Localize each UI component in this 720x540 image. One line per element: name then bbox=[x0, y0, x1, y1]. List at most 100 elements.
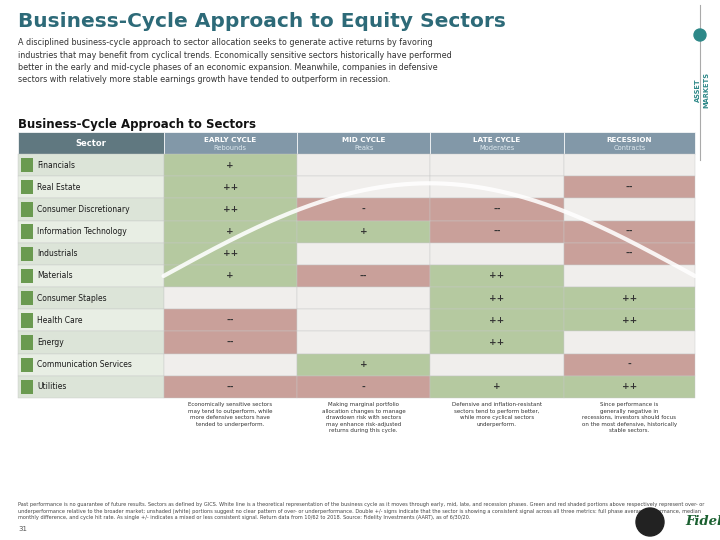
Bar bbox=[21, 380, 33, 394]
Bar bbox=[564, 354, 695, 376]
Bar bbox=[297, 242, 431, 265]
Text: Economically sensitive sectors
may tend to outperform, while
more defensive sect: Economically sensitive sectors may tend … bbox=[188, 402, 272, 427]
Text: --: -- bbox=[227, 316, 234, 325]
Text: +: + bbox=[226, 272, 234, 280]
Text: MID CYCLE: MID CYCLE bbox=[342, 137, 385, 143]
Text: A disciplined business-cycle approach to sector allocation seeks to generate act: A disciplined business-cycle approach to… bbox=[18, 38, 451, 84]
Bar bbox=[163, 376, 297, 398]
Text: Making marginal portfolio
allocation changes to manage
drawdown risk with sector: Making marginal portfolio allocation cha… bbox=[322, 402, 405, 434]
Text: +: + bbox=[226, 160, 234, 170]
Text: ++: ++ bbox=[222, 183, 238, 192]
Bar bbox=[564, 309, 695, 332]
Bar bbox=[297, 154, 431, 176]
Text: Since performance is
generally negative in
recessions, investors should focus
on: Since performance is generally negative … bbox=[582, 402, 677, 434]
Bar bbox=[21, 313, 33, 328]
Text: --: -- bbox=[227, 338, 234, 347]
Bar bbox=[431, 198, 564, 220]
Bar bbox=[163, 265, 297, 287]
Text: RECESSION: RECESSION bbox=[606, 137, 652, 143]
Text: LATE CYCLE: LATE CYCLE bbox=[473, 137, 521, 143]
Text: Financials: Financials bbox=[37, 160, 76, 170]
Text: Past performance is no guarantee of future results. Sectors as defined by GICS. : Past performance is no guarantee of futu… bbox=[18, 502, 704, 520]
Bar bbox=[431, 242, 564, 265]
Text: ASSET
MARKETS: ASSET MARKETS bbox=[695, 72, 709, 108]
Text: Sector: Sector bbox=[76, 138, 107, 147]
Text: +: + bbox=[360, 360, 367, 369]
Bar bbox=[163, 309, 297, 332]
Bar bbox=[21, 335, 33, 350]
Bar bbox=[21, 180, 33, 194]
Bar bbox=[18, 132, 163, 154]
Bar bbox=[564, 198, 695, 220]
Bar bbox=[564, 132, 695, 154]
Bar bbox=[18, 265, 163, 287]
Text: --: -- bbox=[626, 249, 633, 258]
Bar bbox=[297, 287, 431, 309]
Text: Information Technology: Information Technology bbox=[37, 227, 127, 236]
Bar bbox=[297, 176, 431, 198]
Bar bbox=[18, 242, 163, 265]
Bar bbox=[18, 176, 163, 198]
Text: Industrials: Industrials bbox=[37, 249, 78, 258]
Text: --: -- bbox=[493, 227, 500, 236]
Text: ++: ++ bbox=[490, 316, 505, 325]
Bar bbox=[564, 220, 695, 242]
Bar bbox=[18, 154, 163, 176]
Bar bbox=[18, 198, 163, 220]
Text: Peaks: Peaks bbox=[354, 145, 373, 151]
Bar bbox=[163, 198, 297, 220]
Bar bbox=[564, 287, 695, 309]
Text: ++: ++ bbox=[490, 294, 505, 303]
Bar bbox=[163, 242, 297, 265]
Bar bbox=[431, 354, 564, 376]
Text: Energy: Energy bbox=[37, 338, 64, 347]
Text: Consumer Discretionary: Consumer Discretionary bbox=[37, 205, 130, 214]
Bar bbox=[163, 176, 297, 198]
Circle shape bbox=[636, 508, 664, 536]
Bar bbox=[297, 220, 431, 242]
Text: ++: ++ bbox=[621, 382, 637, 392]
Bar bbox=[431, 176, 564, 198]
Text: Business-Cycle Approach to Equity Sectors: Business-Cycle Approach to Equity Sector… bbox=[18, 12, 506, 31]
Bar bbox=[297, 332, 431, 354]
Text: Contracts: Contracts bbox=[613, 145, 645, 151]
Bar bbox=[564, 332, 695, 354]
Bar bbox=[18, 220, 163, 242]
Bar bbox=[21, 202, 33, 217]
Text: -: - bbox=[361, 205, 366, 214]
Bar bbox=[564, 154, 695, 176]
Text: Defensive and inflation-resistant
sectors tend to perform better,
while more cyc: Defensive and inflation-resistant sector… bbox=[452, 402, 542, 427]
Bar bbox=[163, 220, 297, 242]
Bar bbox=[163, 354, 297, 376]
Bar bbox=[431, 154, 564, 176]
Bar bbox=[297, 198, 431, 220]
Circle shape bbox=[694, 29, 706, 41]
Text: +: + bbox=[493, 382, 501, 392]
Bar bbox=[564, 265, 695, 287]
Text: ++: ++ bbox=[490, 338, 505, 347]
Bar bbox=[21, 158, 33, 172]
Text: 31: 31 bbox=[18, 526, 27, 532]
Bar bbox=[21, 225, 33, 239]
Bar bbox=[18, 376, 163, 398]
Text: Materials: Materials bbox=[37, 272, 73, 280]
Text: Fidelity: Fidelity bbox=[685, 516, 720, 529]
Bar bbox=[297, 376, 431, 398]
Text: ++: ++ bbox=[222, 205, 238, 214]
Bar bbox=[163, 154, 297, 176]
Bar bbox=[431, 287, 564, 309]
Text: -: - bbox=[361, 382, 366, 392]
Text: Communication Services: Communication Services bbox=[37, 360, 132, 369]
Text: Business-Cycle Approach to Sectors: Business-Cycle Approach to Sectors bbox=[18, 118, 256, 131]
Text: Rebounds: Rebounds bbox=[214, 145, 247, 151]
Text: --: -- bbox=[227, 382, 234, 392]
Text: +: + bbox=[360, 227, 367, 236]
Bar bbox=[18, 309, 163, 332]
Bar bbox=[163, 332, 297, 354]
Bar bbox=[297, 132, 431, 154]
Text: ++: ++ bbox=[222, 249, 238, 258]
Bar bbox=[564, 242, 695, 265]
Text: -: - bbox=[627, 360, 631, 369]
Text: EARLY CYCLE: EARLY CYCLE bbox=[204, 137, 256, 143]
Bar bbox=[431, 332, 564, 354]
